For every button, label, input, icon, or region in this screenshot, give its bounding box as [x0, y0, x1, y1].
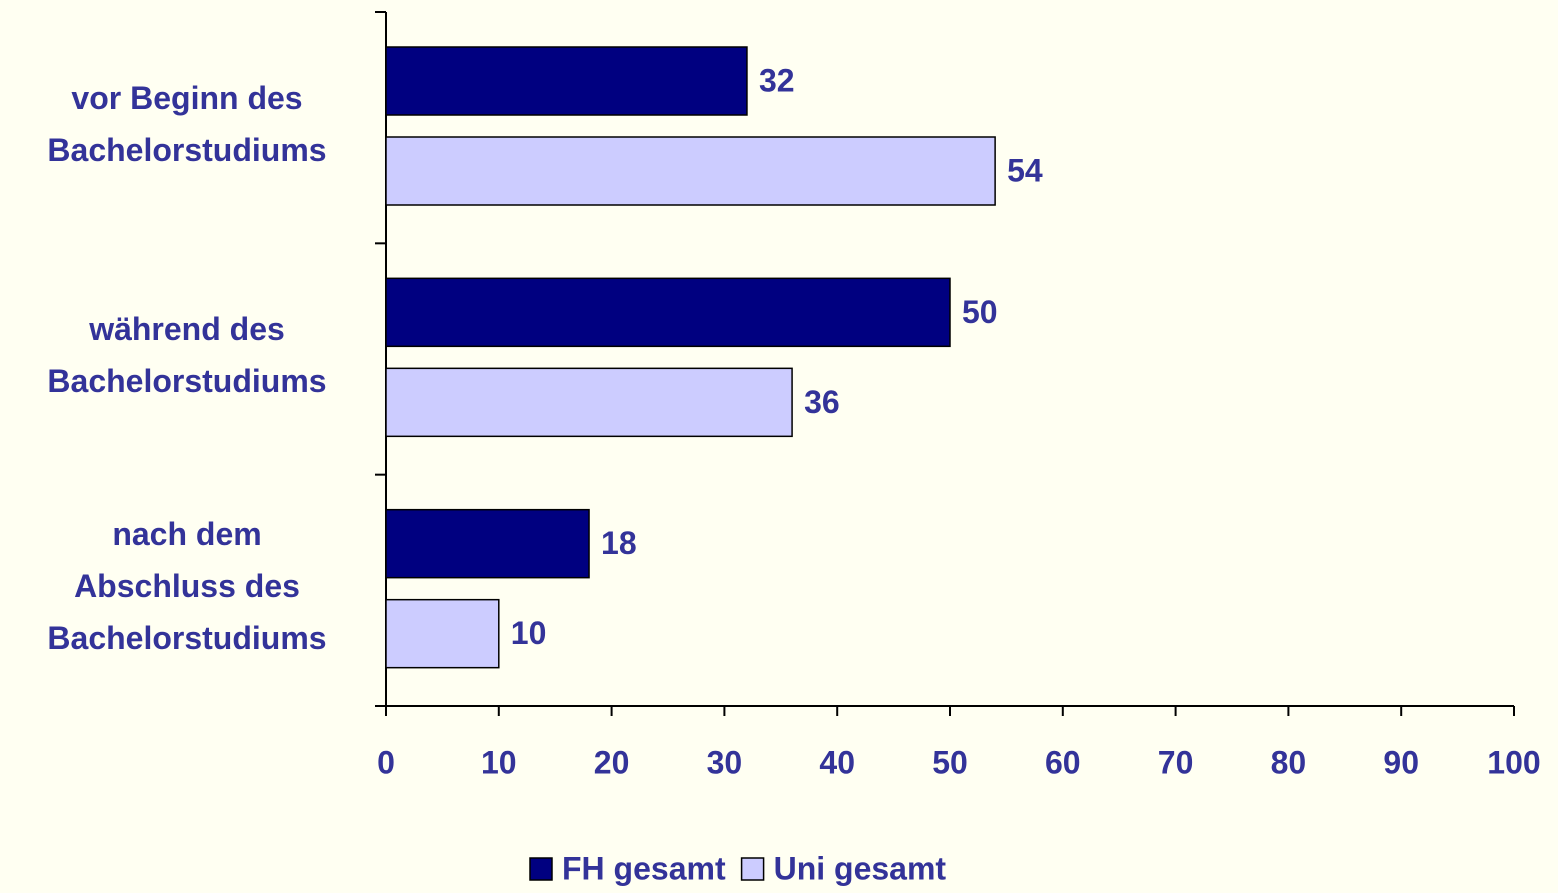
bar [385, 136, 996, 206]
value-label: 10 [511, 615, 547, 651]
bar [385, 367, 793, 438]
category-label: vor Beginn des Bachelorstudiums [47, 79, 327, 168]
x-tick-label: 20 [594, 744, 630, 780]
legend-swatch [529, 857, 553, 881]
x-tick-label: 10 [481, 744, 517, 780]
x-tick-label: 50 [932, 744, 968, 780]
x-tick-label: 70 [1158, 744, 1194, 780]
legend-swatch [740, 857, 765, 881]
value-label: 50 [962, 294, 998, 330]
category-label: während des Bachelorstudiums [47, 311, 327, 399]
x-tick-label: 90 [1383, 744, 1419, 780]
value-label: 54 [1007, 152, 1043, 188]
x-tick-label: 40 [819, 744, 855, 780]
category-label: nach dem Abschluss des Bachelorstudiums [47, 516, 327, 657]
x-tick-label: 80 [1271, 744, 1307, 780]
x-tick-label: 60 [1045, 744, 1081, 780]
x-tick-label: 100 [1487, 744, 1540, 780]
bar [385, 46, 748, 116]
bar [385, 598, 500, 669]
x-tick-label: 30 [707, 744, 743, 780]
legend-label: Uni gesamt [774, 850, 947, 886]
bar [385, 508, 590, 579]
x-tick-label: 0 [377, 744, 395, 780]
value-label: 32 [759, 62, 795, 98]
value-label: 18 [601, 525, 637, 561]
bar [385, 277, 951, 348]
legend-label: FH gesamt [562, 850, 726, 886]
value-label: 36 [804, 384, 840, 420]
